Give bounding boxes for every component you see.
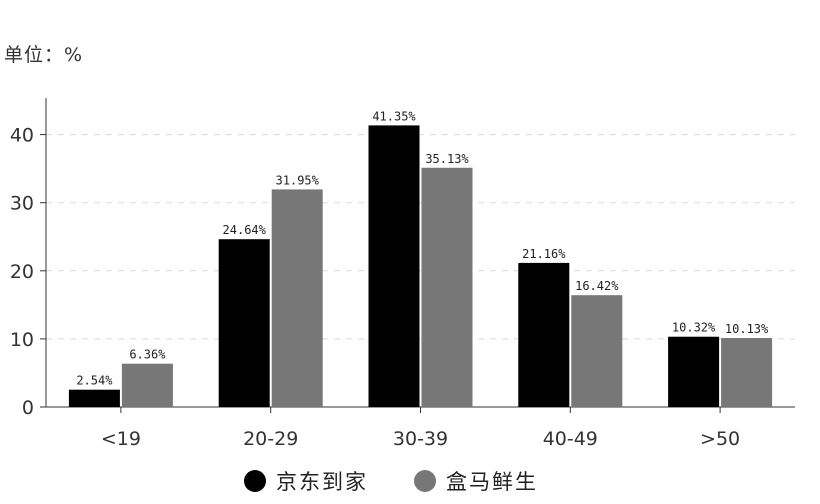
y-tick-label-40: 40 bbox=[10, 125, 34, 147]
axes: 0 10 20 30 40 <19 20-29 30-39 40-49 >50 bbox=[10, 98, 795, 450]
legend-item-series-1[interactable]: 盒马鲜生 bbox=[414, 466, 538, 496]
bar-s1-c0 bbox=[121, 363, 173, 407]
bar-s1-c2 bbox=[421, 167, 473, 407]
data-label-s1-c3: 16.42% bbox=[575, 279, 619, 293]
data-label-s1-c1: 31.95% bbox=[276, 173, 320, 187]
bar-s0-c0 bbox=[68, 389, 120, 407]
bar-chart: 0 10 20 30 40 <19 20-29 30-39 40-49 >50 2.54% 6.36… bbox=[10, 98, 795, 450]
x-tick-label-2: 30-39 bbox=[393, 428, 448, 450]
legend: 京东到家 盒马鲜生 bbox=[0, 466, 820, 500]
bars bbox=[68, 125, 773, 408]
legend-label-1: 盒马鲜生 bbox=[446, 470, 538, 494]
data-label-s0-c4: 10.32% bbox=[672, 321, 716, 335]
legend-swatch-1 bbox=[414, 470, 436, 492]
bar-s0-c3 bbox=[518, 262, 570, 407]
labels: 2.54% 6.36% 24.64% 31.95% 41.35% 35.13% 21.16%… bbox=[76, 109, 769, 387]
data-label-s1-c4: 10.13% bbox=[725, 322, 769, 336]
bar-s0-c1 bbox=[218, 239, 270, 407]
data-label-s1-c2: 35.13% bbox=[425, 152, 469, 166]
legend-swatch-0 bbox=[244, 470, 266, 492]
data-label-s0-c2: 41.35% bbox=[372, 109, 416, 123]
x-tick-label-1: 20-29 bbox=[243, 428, 298, 450]
unit-label: 单位：% bbox=[4, 44, 84, 66]
y-tick-label-0: 0 bbox=[22, 397, 34, 419]
bar-s1-c4 bbox=[721, 338, 773, 407]
data-label-s0-c3: 21.16% bbox=[522, 247, 566, 261]
legend-item-series-0[interactable]: 京东到家 bbox=[244, 466, 368, 496]
x-tick-label-0: <19 bbox=[101, 428, 141, 450]
bar-s0-c4 bbox=[668, 336, 720, 407]
x-tick-label-3: 40-49 bbox=[543, 428, 598, 450]
data-label-s0-c0: 2.54% bbox=[76, 374, 113, 388]
x-tick-label-4: >50 bbox=[700, 428, 740, 450]
bar-s1-c1 bbox=[271, 189, 323, 407]
data-label-s1-c0: 6.36% bbox=[129, 348, 166, 362]
grid-lines bbox=[46, 134, 795, 340]
y-tick-label-20: 20 bbox=[10, 261, 34, 283]
y-tick-label-10: 10 bbox=[10, 329, 34, 351]
bar-s1-c3 bbox=[571, 295, 623, 407]
data-label-s0-c1: 24.64% bbox=[223, 223, 267, 237]
legend-label-0: 京东到家 bbox=[276, 470, 368, 494]
bar-s0-c2 bbox=[368, 125, 420, 408]
y-tick-label-30: 30 bbox=[10, 193, 34, 215]
